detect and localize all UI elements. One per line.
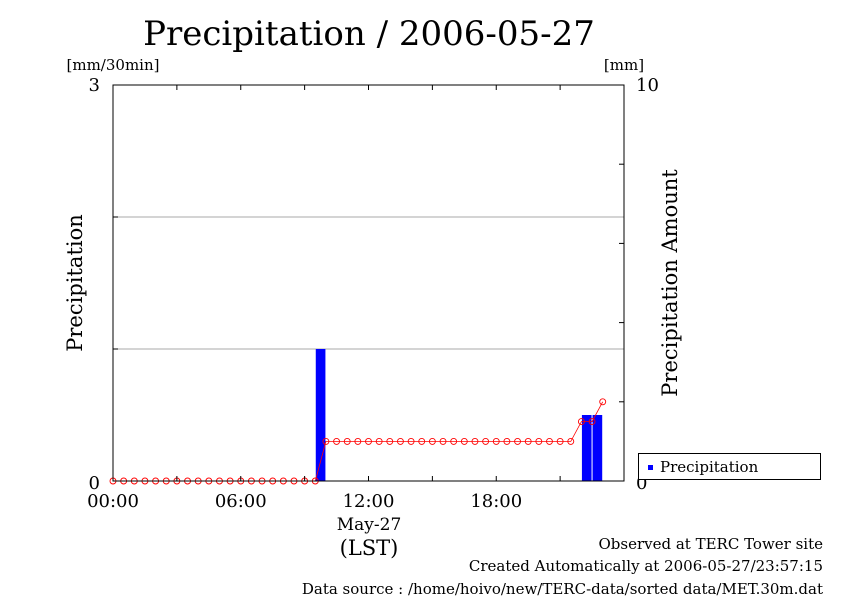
cumulative-point — [333, 437, 341, 445]
cumulative-point — [407, 437, 415, 445]
y2-tick-label-min: 0 — [636, 473, 647, 494]
cumulative-line — [113, 401, 604, 482]
cumulative-point — [524, 437, 532, 445]
cumulative-point — [428, 437, 436, 445]
right-axis-unit: [mm] — [604, 56, 644, 74]
precipitation-bar — [315, 349, 326, 481]
cumulative-point — [567, 437, 575, 445]
cumulative-point — [460, 437, 468, 445]
footer-created: Created Automatically at 2006-05-27/23:5… — [468, 557, 823, 575]
axis-ticks — [112, 84, 625, 482]
precipitation-bars — [315, 349, 603, 481]
cumulative-point — [577, 418, 585, 426]
cumulative-point — [322, 437, 330, 445]
x-tick-labels: 00:00 06:00 12:00 18:00 — [87, 491, 522, 512]
footer-observed: Observed at TERC Tower site — [598, 535, 823, 553]
cumulative-point — [343, 437, 351, 445]
left-axis-unit: [mm/30min] — [67, 56, 160, 74]
cumulative-point — [482, 437, 490, 445]
precipitation-bar — [592, 415, 603, 481]
cumulative-point — [599, 398, 607, 406]
cumulative-point — [354, 437, 362, 445]
x-tick-label: 18:00 — [470, 491, 522, 512]
cumulative-point — [471, 437, 479, 445]
y2-axis-label: Precipitation Amount — [658, 169, 682, 397]
y-tick-label-max: 3 — [89, 75, 100, 96]
cumulative-point — [439, 437, 447, 445]
x-tick-label: 00:00 — [87, 491, 139, 512]
cumulative-point — [375, 437, 383, 445]
x-tick-label: 06:00 — [215, 491, 267, 512]
cumulative-point — [535, 437, 543, 445]
precipitation-bar — [581, 415, 592, 481]
cumulative-point — [588, 418, 596, 426]
cumulative-point — [386, 437, 394, 445]
cumulative-point — [396, 437, 404, 445]
cumulative-point — [365, 437, 372, 445]
footer-data-source: Data source : /home/hoivo/new/TERC-data/… — [301, 580, 823, 598]
cumulative-point — [450, 437, 458, 445]
cumulative-point — [514, 437, 521, 445]
y-tick-label-min: 0 — [89, 473, 100, 494]
cumulative-point — [418, 437, 426, 445]
y2-tick-label-max: 10 — [636, 75, 659, 96]
cumulative-point — [546, 437, 553, 445]
legend-label-precipitation: Precipitation — [660, 458, 759, 476]
chart-title: Precipitation / 2006-05-27 — [143, 14, 595, 54]
cumulative-point — [492, 437, 500, 445]
cumulative-line-series — [109, 398, 607, 485]
plot-frame — [112, 84, 625, 482]
legend-swatch-precipitation — [648, 465, 653, 470]
x-tick-label: 12:00 — [343, 491, 395, 512]
cumulative-point — [503, 437, 511, 445]
date-label: May-27 — [337, 515, 402, 535]
timezone-label: (LST) — [340, 536, 399, 560]
gridlines — [113, 216, 624, 350]
y-axis-label: Precipitation — [63, 214, 87, 352]
legend: Precipitation — [638, 453, 821, 480]
cumulative-point — [556, 437, 564, 445]
